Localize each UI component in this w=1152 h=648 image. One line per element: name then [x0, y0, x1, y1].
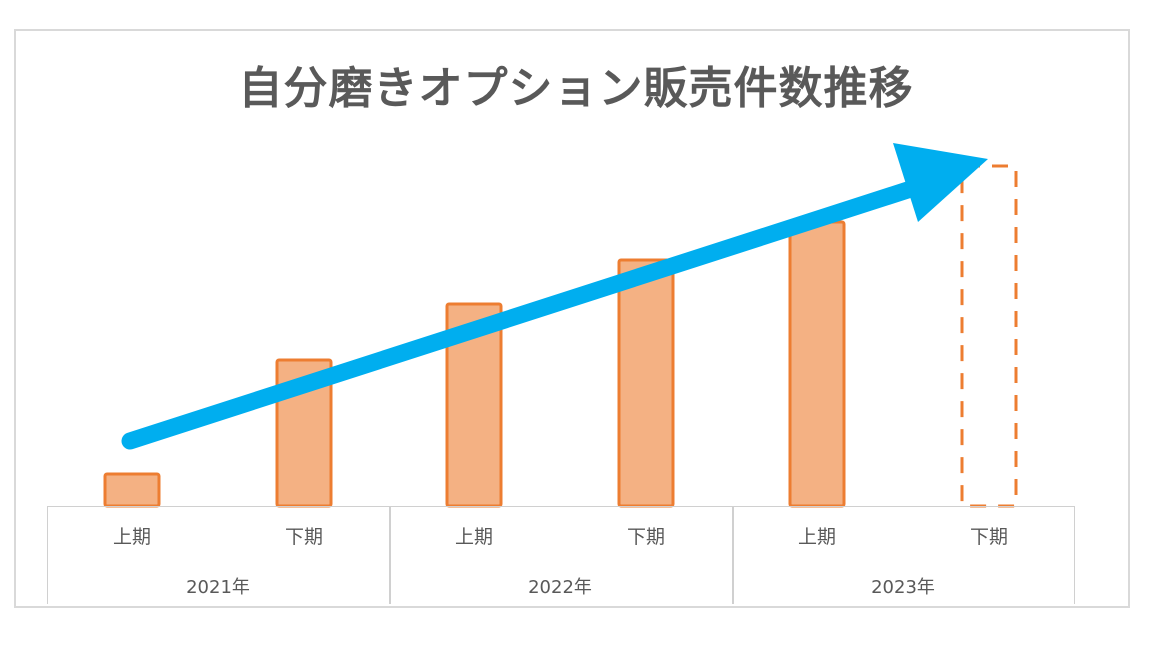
bar: [103, 472, 161, 508]
trend-arrow-icon: [121, 143, 988, 450]
group-divider: [389, 506, 391, 604]
group-divider: [732, 506, 734, 604]
year-label: 2021年: [186, 577, 250, 598]
chart-frame: [14, 29, 1130, 608]
bar: [617, 258, 675, 508]
bar: [788, 220, 846, 508]
period-label: 下期: [626, 526, 665, 548]
period-label: 下期: [969, 526, 1008, 548]
year-label: 2023年: [871, 577, 935, 598]
chart-title: 自分磨きオプション販売件数推移: [238, 63, 914, 114]
bars: [103, 164, 1018, 508]
category-axis: [47, 506, 1075, 604]
period-label: 上期: [112, 526, 151, 548]
period-label: 上期: [454, 526, 493, 548]
period-label: 上期: [797, 526, 836, 548]
year-label: 2022年: [528, 577, 592, 598]
forecast-bar: [960, 164, 1018, 508]
period-label: 下期: [284, 526, 323, 548]
